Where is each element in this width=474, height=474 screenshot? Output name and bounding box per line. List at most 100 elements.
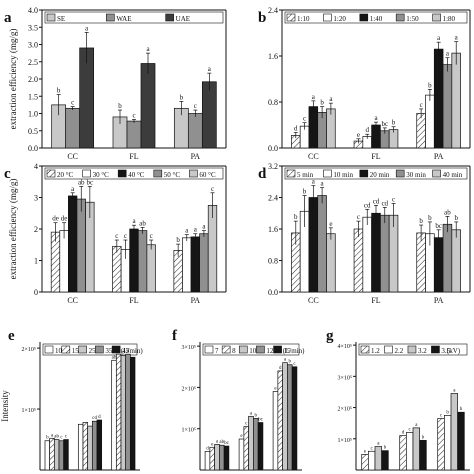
y-tick-label: 4.0 <box>28 6 38 15</box>
bar <box>326 233 336 293</box>
significance-letter: c <box>60 436 63 441</box>
legend-swatch <box>46 13 56 22</box>
legend-swatch <box>273 345 282 354</box>
bar <box>433 48 444 149</box>
bar <box>361 454 369 471</box>
y-tick-label: 1.5 <box>28 92 38 101</box>
bar <box>287 364 293 471</box>
y-tick-label: 3×10⁵ <box>182 345 196 351</box>
y-tick-label: 3 <box>34 194 38 203</box>
y-tick-label: 2.0 <box>28 75 38 84</box>
y-axis-label: extraction efficiency (mg/g) <box>8 179 18 280</box>
significance-letter: a <box>321 180 325 188</box>
significance-letter: e <box>274 387 277 392</box>
bar <box>282 362 288 471</box>
legend-label: UAE <box>176 15 190 23</box>
significance-letter: c <box>194 102 197 110</box>
bar <box>223 445 230 471</box>
bar <box>253 418 259 471</box>
significance-letter: a <box>208 65 212 73</box>
significance-letter: de <box>52 215 59 223</box>
bar <box>53 439 60 471</box>
significance-letter: ab <box>139 219 146 227</box>
significance-letter: a <box>284 358 287 363</box>
bar <box>451 229 461 293</box>
category-label: CC <box>67 296 78 305</box>
y-tick-label: 1×10⁵ <box>22 408 36 414</box>
bar <box>419 439 427 471</box>
significance-letter: a <box>185 227 189 235</box>
significance-letter: ab <box>54 435 59 440</box>
significance-letter: c <box>245 422 248 427</box>
legend-label: 1:20 <box>333 15 346 23</box>
bar <box>82 422 89 471</box>
significance-letter: a <box>446 50 450 58</box>
significance-letter: ab <box>219 440 224 445</box>
significance-letter: a <box>250 411 253 416</box>
category-label: PA <box>191 152 201 161</box>
significance-letter: a <box>453 389 456 394</box>
bar <box>68 195 78 293</box>
legend-label: 10 <box>249 347 256 355</box>
legend-label: 5 min <box>297 171 314 179</box>
legend-swatch <box>359 13 369 22</box>
legend-swatch <box>78 345 87 354</box>
significance-letter: b <box>289 360 292 365</box>
bar <box>451 52 461 149</box>
bar <box>380 214 390 293</box>
y-tick-label: 0.0 <box>28 144 38 153</box>
y-tick-label: 0.5 <box>28 127 38 136</box>
significance-letter: b <box>118 102 122 110</box>
y-tick-label: 1×10⁵ <box>338 438 352 444</box>
significance-letter: d <box>279 366 282 371</box>
category-label: FL <box>371 152 380 161</box>
legend-swatch <box>286 169 296 178</box>
significance-letter: b <box>384 446 387 451</box>
significance-letter: bc <box>435 222 442 230</box>
significance-letter: b <box>117 349 120 354</box>
legend-swatch <box>395 169 405 178</box>
significance-letter: b <box>255 413 258 418</box>
significance-letter: c <box>440 413 443 418</box>
y-tick-label: 4×10⁵ <box>338 344 352 350</box>
legend-label: 7 <box>215 347 219 355</box>
category-label: FL <box>129 152 138 161</box>
significance-letter: b <box>46 436 49 441</box>
legend-label: 1:80 <box>443 15 456 23</box>
significance-letter: a <box>455 34 459 42</box>
legend-swatch <box>286 13 296 22</box>
significance-letter: b <box>428 81 432 89</box>
bar <box>381 450 389 471</box>
legend-label: 15 <box>72 347 80 355</box>
y-tick-label: 2.4 <box>268 6 278 15</box>
y-tick-label: 2×10⁵ <box>22 347 36 353</box>
bar <box>65 107 81 149</box>
y-tick-label: 3.2 <box>268 162 278 171</box>
legend-swatch <box>238 345 248 354</box>
significance-letter: e <box>240 434 243 439</box>
bar <box>362 216 372 293</box>
legend-label: 15 <box>284 347 292 355</box>
legend-swatch <box>432 13 441 22</box>
significance-letter: bc <box>381 120 388 128</box>
panel-label: a <box>4 10 12 26</box>
significance-letter: a <box>312 178 316 186</box>
significance-letter: ab <box>444 208 451 216</box>
bar <box>129 356 136 471</box>
legend-swatch <box>432 169 441 178</box>
legend-label: 35 <box>105 347 113 355</box>
legend-unit: (L/min) <box>283 347 305 355</box>
significance-letter: c <box>371 446 374 451</box>
significance-letter: d <box>206 446 209 451</box>
significance-letter: e <box>357 131 360 139</box>
significance-letter: d <box>402 431 405 436</box>
bar <box>49 437 55 471</box>
significance-letter: c <box>132 111 135 119</box>
panel-label: g <box>326 328 334 344</box>
legend-swatch <box>111 345 121 354</box>
legend-label: 3.2 <box>418 347 427 355</box>
significance-letter: e <box>364 449 367 454</box>
legend-swatch <box>384 345 393 354</box>
